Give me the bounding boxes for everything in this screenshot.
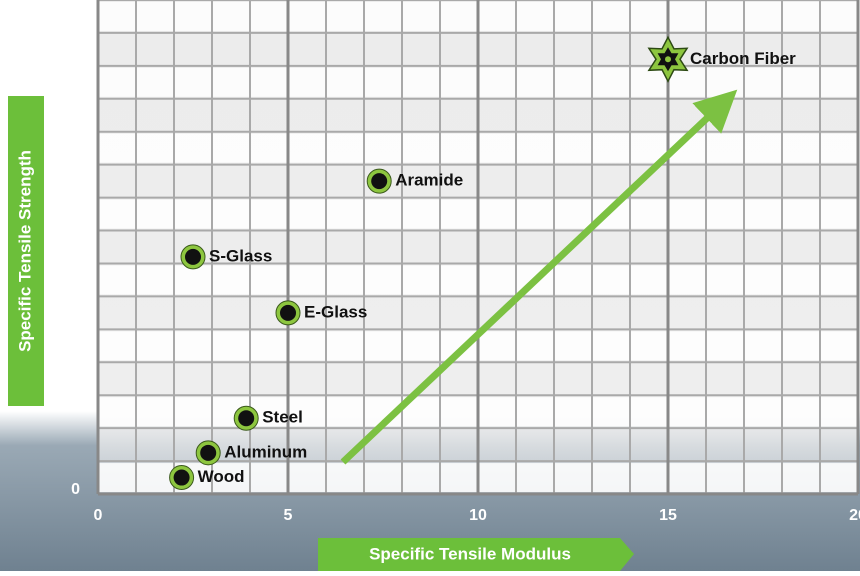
point-label: S-Glass	[209, 246, 272, 265]
point-core	[238, 410, 254, 426]
x-tick-label: 15	[659, 507, 677, 524]
point	[196, 441, 220, 465]
point-label: Aluminum	[224, 442, 307, 461]
point	[234, 406, 258, 430]
y-tick-label: 0	[71, 481, 80, 498]
point-label: E-Glass	[304, 302, 367, 321]
point	[170, 466, 194, 490]
point	[181, 245, 205, 269]
point-label: Steel	[262, 408, 303, 427]
x-tick-label: 10	[469, 507, 487, 524]
x-axis-label: Specific Tensile Modulus	[369, 544, 571, 563]
point-label: Carbon Fiber	[690, 49, 796, 68]
x-tick-label: 5	[284, 507, 293, 524]
point-core	[185, 249, 201, 265]
point-dot	[665, 56, 671, 62]
point-label: Aramide	[395, 171, 463, 190]
x-tick-label: 0	[94, 507, 103, 524]
point-core	[174, 470, 190, 486]
y-axis-label: Specific Tensile Strength	[15, 150, 34, 352]
point-core	[371, 173, 387, 189]
x-tick-label: 20	[849, 507, 860, 524]
point	[276, 301, 300, 325]
point-core	[200, 445, 216, 461]
chart: Specific Tensile Strength Specific Tensi…	[0, 0, 860, 571]
point	[367, 169, 391, 193]
point-core	[280, 305, 296, 321]
point-label: Wood	[198, 467, 245, 486]
